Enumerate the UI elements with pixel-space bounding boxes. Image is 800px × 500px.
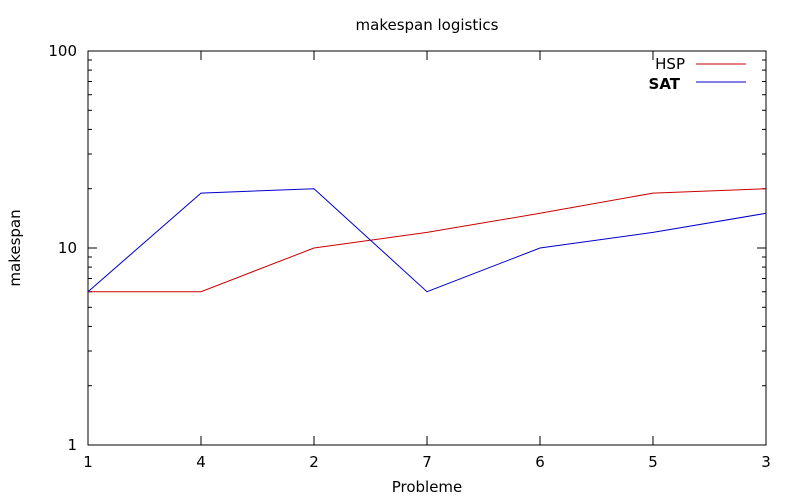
x-tick-label: 3 xyxy=(761,453,771,471)
x-tick-label: 1 xyxy=(83,453,93,471)
x-axis-label: Probleme xyxy=(392,478,463,496)
x-tick-label: 2 xyxy=(309,453,319,471)
y-tick-label: 100 xyxy=(48,42,77,60)
y-tick-label: 1 xyxy=(67,436,77,454)
y-axis-ticks: 1 10 100 xyxy=(48,42,766,454)
chart-title: makespan logistics xyxy=(356,16,499,34)
legend: HSP SAT xyxy=(649,55,746,93)
x-tick-label: 7 xyxy=(422,453,432,471)
x-tick-label: 5 xyxy=(648,453,658,471)
series-line-sat xyxy=(87,188,767,293)
plot-frame xyxy=(87,50,767,446)
y-axis-label: makespan xyxy=(6,209,24,286)
legend-label-sat: SAT xyxy=(649,75,681,93)
x-tick-label: 4 xyxy=(196,453,206,471)
series-line-hsp xyxy=(88,188,767,293)
series-lines xyxy=(87,188,767,293)
y-tick-label: 10 xyxy=(58,239,77,257)
legend-label-hsp: HSP xyxy=(655,55,685,73)
x-tick-label: 6 xyxy=(535,453,545,471)
x-axis-ticks: 1 4 2 7 6 5 3 xyxy=(83,51,771,471)
